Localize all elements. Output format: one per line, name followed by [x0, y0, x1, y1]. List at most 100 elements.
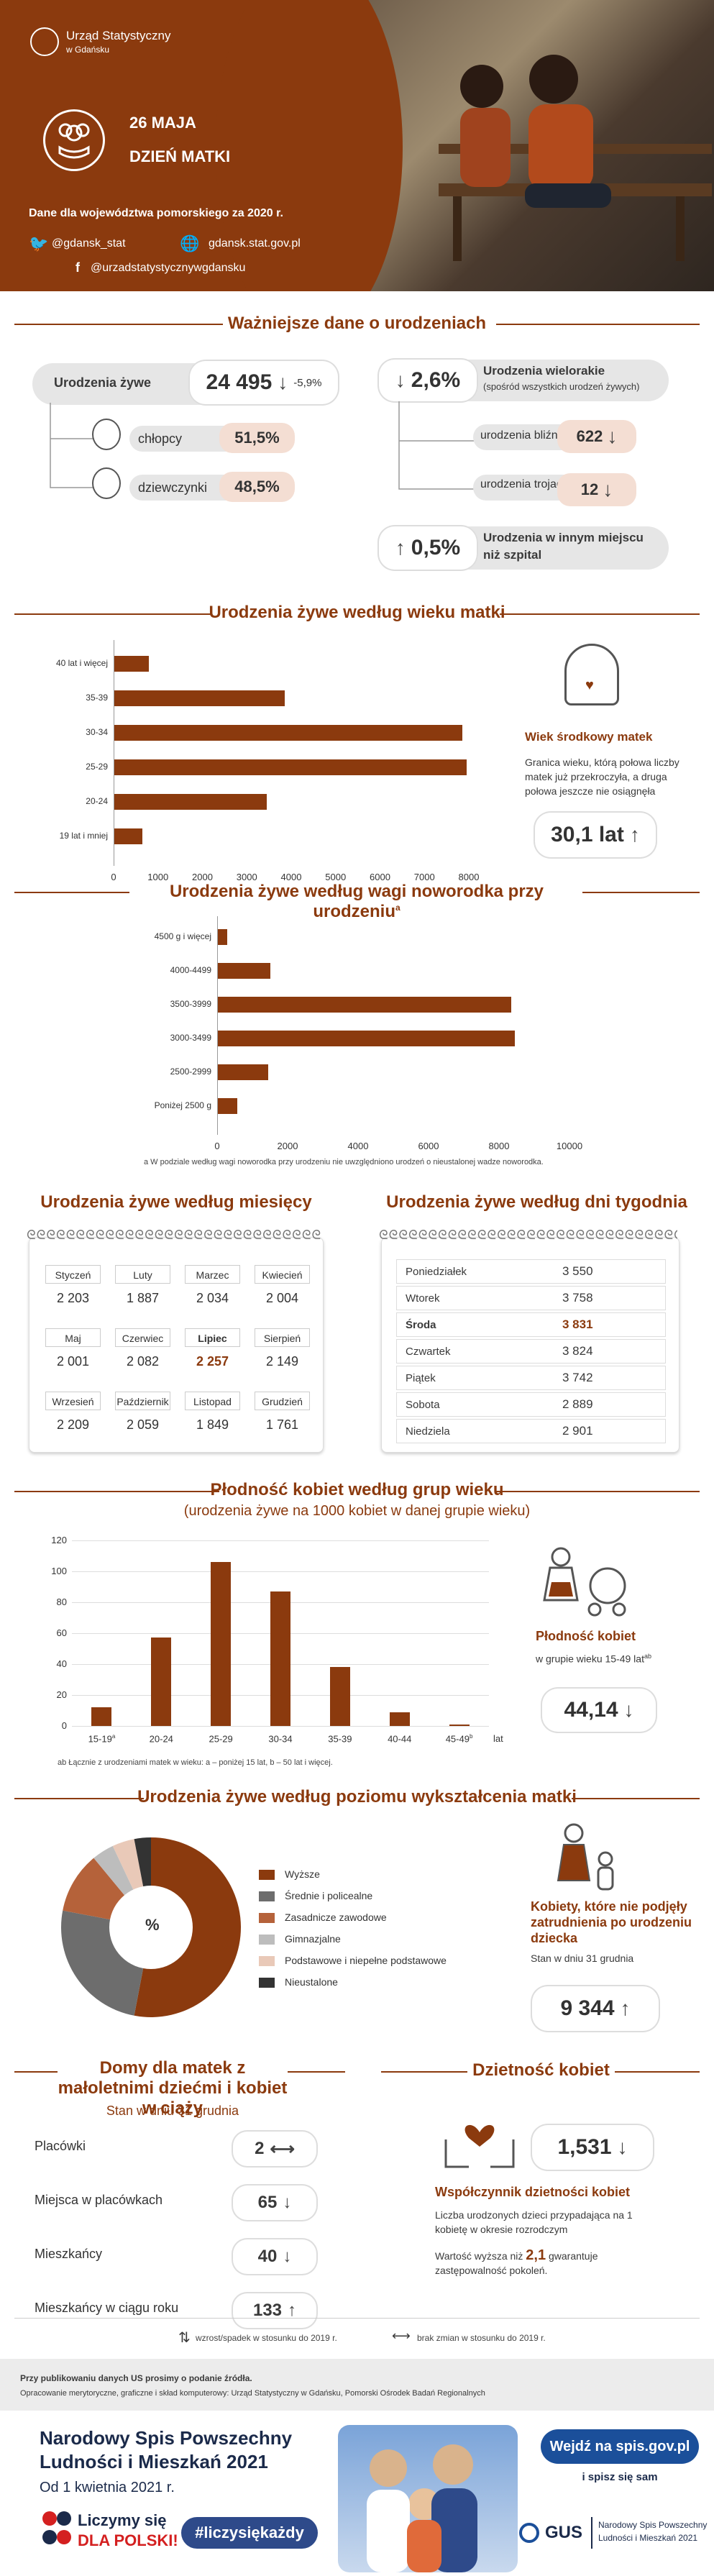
event-title: DZIEŃ MATKI	[129, 147, 231, 165]
category-label: 25-29	[209, 1733, 233, 1745]
liczymy2: DLA POLSKI!	[78, 2531, 178, 2549]
baby-boy-icon	[92, 419, 121, 450]
tick-label: 8000	[458, 872, 480, 882]
nsp-title2: Ludności i Mieszkań 2021	[40, 2451, 268, 2472]
month-cell: Grudzień 1 761	[252, 1392, 313, 1442]
edu-side-title: Kobiety, które nie podjęły zatrudnienia …	[531, 1899, 692, 1945]
month-name: Sierpień	[255, 1328, 310, 1347]
category-label: 3000-3499	[170, 1033, 211, 1043]
month-cell: Luty 1 887	[112, 1265, 173, 1315]
tree-connector	[50, 403, 93, 488]
weekday-row: Czwartek 3 824	[396, 1339, 666, 1364]
change-arrow-icon: ⟷	[270, 2139, 295, 2159]
month-value: 2 203	[56, 1291, 90, 1305]
gus-name: GUS	[545, 2523, 583, 2542]
facebook-link[interactable]: @urzadstatystycznywgdansku	[91, 262, 246, 274]
chart-bar	[114, 656, 150, 672]
homes-row-label: Mieszkańcy	[35, 2247, 103, 2261]
twins-value-box: 622 ↓	[557, 420, 636, 453]
month-value: 1 849	[196, 1417, 229, 1432]
weekday-name: Środa	[406, 1318, 436, 1331]
homes-row-value-box: 133 ↑	[232, 2292, 318, 2329]
legend-swatch	[259, 1956, 275, 1966]
tick-label: 6000	[370, 872, 390, 882]
arrow-down-icon: ↓	[278, 371, 288, 393]
weekday-value: 3 824	[562, 1344, 593, 1358]
weekday-name: Sobota	[406, 1398, 440, 1411]
month-cell: Czerwiec 2 082	[112, 1328, 173, 1379]
legend-swatch	[259, 1978, 275, 1988]
nsp-plus-icon	[40, 2508, 74, 2552]
header-banner: Urząd Statystyczny w Gdańsku 26 MAJA DZI…	[0, 0, 714, 291]
multiple-value: 2,6%	[411, 368, 461, 392]
fertility-subtitle: (urodzenia żywe na 1000 kobiet w danej g…	[183, 1503, 531, 1519]
weekday-value: 3 758	[562, 1291, 593, 1305]
tick-label: 6000	[418, 1141, 439, 1151]
multiple-label: Urodzenia wielorakie	[483, 364, 605, 378]
chart-bar	[114, 759, 467, 775]
arrow-up-icon: ↑	[629, 823, 640, 846]
footer-note1: Przy publikowaniu danych US prosimy o po…	[20, 2373, 252, 2383]
boys-value: 51,5%	[219, 423, 295, 453]
tick-label: 0	[61, 1720, 67, 1731]
tick-label: 0	[111, 872, 116, 882]
change-arrow-icon: ↓	[283, 2193, 292, 2212]
weekday-row: Poniedziałek 3 550	[396, 1259, 666, 1284]
chart-bar	[217, 963, 270, 979]
homes-row-value: 2	[255, 2139, 265, 2158]
month-cell: Listopad 1 849	[182, 1392, 243, 1442]
tick-label: 100	[51, 1566, 67, 1576]
median-value-box: 30,1 lat ↑	[534, 811, 657, 859]
chart-bar	[114, 690, 285, 706]
chart-bar	[217, 997, 512, 1013]
triplets-label: urodzenia trojacze	[480, 478, 575, 490]
weight-chart-title: Urodzenia żywe według wagi noworodka prz…	[169, 882, 544, 921]
month-value: 2 209	[56, 1417, 90, 1432]
chart-bar	[217, 1098, 238, 1114]
tick-label: 7000	[413, 872, 435, 882]
fertility-side-sub-wrap: w grupie wieku 15-49 latab	[536, 1653, 651, 1665]
grid-line	[72, 1540, 489, 1541]
month-cell: Kwiecień 2 004	[252, 1265, 313, 1315]
month-value: 2 004	[265, 1291, 299, 1305]
month-value: 1 887	[126, 1291, 160, 1305]
girls-label: dziewczynki	[138, 480, 208, 495]
globe-icon: 🌐	[180, 234, 200, 252]
weekday-value: 3 742	[562, 1371, 593, 1384]
fertility-value-box: 44,14 ↓	[541, 1687, 657, 1733]
spis-cta-button[interactable]: Wejdź na spis.gov.pl	[541, 2429, 699, 2464]
weekday-name: Poniedziałek	[406, 1265, 467, 1278]
spis-cta-sub: i spisz się sam	[582, 2471, 658, 2483]
weekdays-calendar: ᘓᘓᘓᘓᘓᘓᘓᘓᘓᘓᘓᘓᘓᘓᘓᘓᘓᘓᘓᘓᘓᘓᘓᘓᘓᘓᘓᘓᘓᘓᘓᘓ Poniedz…	[379, 1228, 679, 1453]
edu-side-value: 9 344	[560, 1996, 615, 2020]
median-value: 30,1 lat	[551, 823, 624, 846]
chart-bar	[114, 828, 143, 844]
weekday-name: Niedziela	[406, 1425, 450, 1438]
chart-bar	[217, 929, 227, 945]
homes-row-value-box: 2 ⟷	[232, 2130, 318, 2168]
triplets-value: 12	[580, 480, 599, 498]
tick-label: 2000	[277, 1141, 298, 1151]
weekday-name: Piątek	[406, 1371, 436, 1384]
logo-icon	[30, 27, 59, 56]
arrow-up-icon: ↑	[620, 1997, 631, 2019]
website-link[interactable]: gdansk.stat.gov.pl	[209, 237, 301, 250]
month-name: Marzec	[185, 1265, 240, 1284]
category-label: 3500-3999	[170, 999, 211, 1009]
mother-child-icon	[546, 1823, 626, 1902]
chart-bar	[217, 1031, 516, 1046]
tick-label: 120	[51, 1535, 67, 1545]
date-title: 26 MAJA	[129, 114, 196, 132]
header-photo	[338, 0, 714, 291]
org-name: Urząd Statystyczny	[66, 29, 171, 42]
triplets-value-box: 12 ↓	[557, 473, 636, 506]
arrow-down-icon: ↓	[623, 1699, 634, 1721]
tick-label: 10000	[556, 1141, 583, 1151]
nsp-title1: Narodowy Spis Powszechny	[40, 2427, 293, 2449]
legend-label: Nieustalone	[285, 1976, 338, 1988]
month-name: Wrzesień	[45, 1392, 101, 1410]
live-births-label: Urodzenia żywe	[54, 375, 152, 390]
tick-label: 2000	[192, 872, 213, 882]
change-arrow-icon: ↓	[283, 2247, 292, 2266]
twitter-link[interactable]: @gdansk_stat	[52, 237, 126, 250]
